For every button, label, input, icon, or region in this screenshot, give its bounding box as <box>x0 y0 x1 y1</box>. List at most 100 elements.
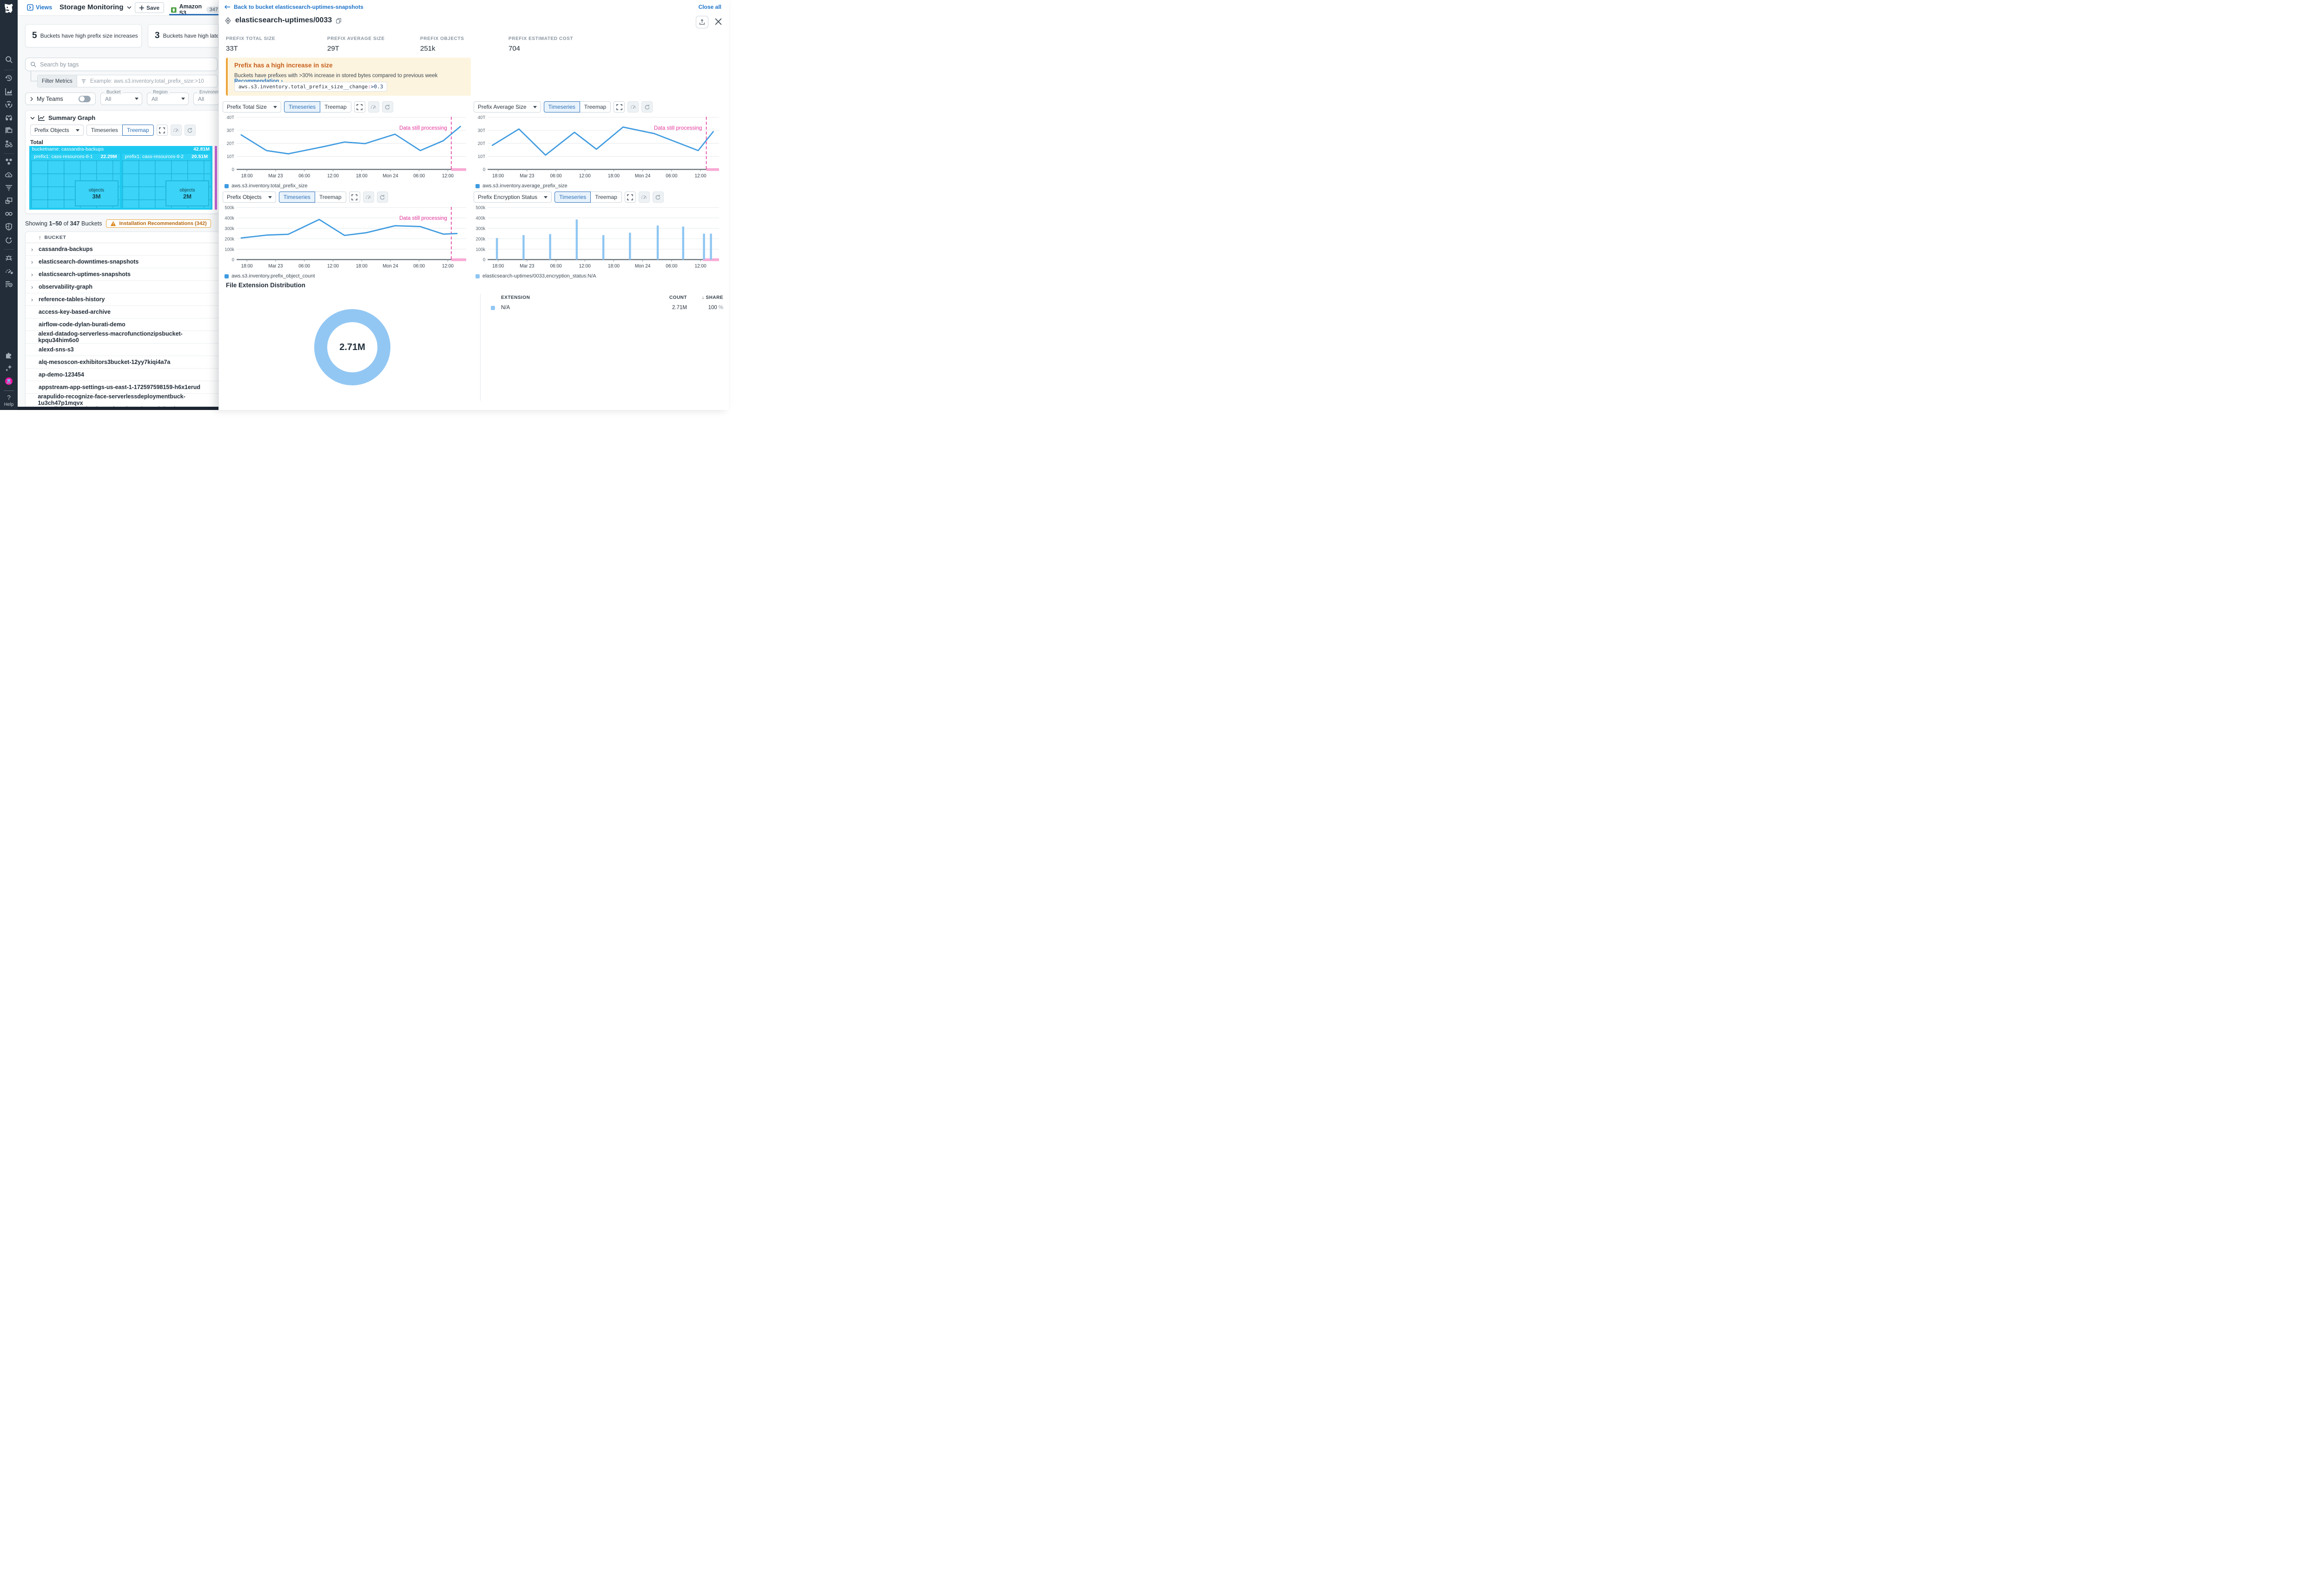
close-all-link[interactable]: Close all <box>698 4 721 10</box>
tab-timeseries[interactable]: Timeseries <box>284 101 321 112</box>
bucket-name[interactable]: elasticsearch-downtimes-snapshots <box>39 258 139 265</box>
user-avatar[interactable] <box>5 377 13 385</box>
close-icon[interactable] <box>715 18 722 26</box>
copy-icon[interactable] <box>336 18 342 24</box>
help-label[interactable]: Help <box>4 402 14 407</box>
infrastructure-hexagons-icon[interactable] <box>5 158 13 166</box>
col-share[interactable]: ↓ SHARE <box>701 295 723 300</box>
metric-selector[interactable]: Prefix Objects <box>223 192 276 203</box>
gauge-icon[interactable] <box>627 101 639 112</box>
watchdog-binoculars-icon[interactable] <box>5 113 13 122</box>
my-teams-toggle-group[interactable]: My Teams <box>25 93 96 105</box>
tab-treemap[interactable]: Treemap <box>579 101 611 112</box>
tab-timeseries[interactable]: Timeseries <box>555 192 591 203</box>
bucket-row[interactable]: › observability-graph <box>26 281 218 293</box>
tab-treemap[interactable]: Treemap <box>314 192 346 203</box>
dashboards-gauge-icon[interactable] <box>5 267 13 275</box>
back-to-bucket-link[interactable]: Back to bucket elasticsearch-uptimes-sna… <box>224 4 363 10</box>
expand-icon[interactable] <box>156 125 168 136</box>
bucket-name[interactable]: access-key-based-archive <box>39 309 111 315</box>
bucket-row[interactable]: › reference-tables-history <box>26 293 218 306</box>
view-title-dropdown[interactable]: Storage Monitoring <box>59 3 132 11</box>
history-icon[interactable] <box>5 74 13 82</box>
bug-icon[interactable] <box>5 254 13 262</box>
gauge-icon[interactable] <box>638 192 650 203</box>
gauge-icon[interactable] <box>363 192 374 203</box>
horizontal-scrollbar[interactable] <box>18 407 218 410</box>
metric-selector[interactable]: Prefix Encryption Status <box>474 192 552 203</box>
my-teams-toggle[interactable] <box>79 95 91 102</box>
treemap-prefix-1[interactable]: prefix1: cass-resources-tl-1 22.29M objec… <box>31 154 120 208</box>
bucket-name[interactable]: ap-demo-123454 <box>39 371 84 378</box>
copilot-sparkles-icon[interactable] <box>5 364 13 372</box>
summary-treemap[interactable]: bucketname: cassandra-backups 42.81M pref… <box>29 146 212 210</box>
reset-icon[interactable] <box>641 101 653 112</box>
search-icon[interactable] <box>5 55 13 64</box>
chart-plot[interactable]: 0 10T 20T 30T 40T 18:00 Mar 23 06:00 12:00 18:00 M… <box>474 114 722 182</box>
chevron-right-icon[interactable]: › <box>31 245 33 253</box>
llm-observability-icon[interactable] <box>5 236 13 244</box>
logs-funnel-icon[interactable] <box>5 184 13 192</box>
bucket-row[interactable]: alq-mesoscon-exhibitors3bucket-12yy7kiqi… <box>26 356 218 369</box>
chart-plot[interactable]: 0 100k 200k 300k 400k 500k 18:00 Mar 23 06:00 12:… <box>223 205 469 272</box>
bucket-row[interactable]: › elasticsearch-downtimes-snapshots <box>26 256 218 268</box>
expand-icon[interactable] <box>354 101 365 112</box>
tab-treemap[interactable]: Treemap <box>590 192 622 203</box>
help-icon[interactable]: ? <box>6 394 12 402</box>
chevron-right-icon[interactable]: › <box>31 258 33 265</box>
bucket-row[interactable]: arapulido-recognize-face-serverlessdeplo… <box>26 393 218 406</box>
region-filter-dropdown[interactable]: Region All <box>147 90 189 105</box>
bucket-row[interactable]: airflow-code-dylan-burati-demo <box>26 318 218 331</box>
software-catalog-icon[interactable] <box>5 197 13 205</box>
workflow-icon[interactable] <box>5 139 13 148</box>
datadog-logo-icon[interactable] <box>3 2 15 14</box>
expand-icon[interactable] <box>614 101 625 112</box>
reset-icon[interactable] <box>376 192 388 203</box>
bucket-name[interactable]: elasticsearch-uptimes-snapshots <box>39 271 131 278</box>
search-input[interactable]: Search by tags <box>25 58 218 71</box>
chart-plot[interactable]: 0 100k 200k 300k 400k 500k 18:00 Mar 23 06:00 12:… <box>474 205 722 272</box>
bucket-name[interactable]: airflow-code-dylan-burati-demo <box>39 321 125 328</box>
bucket-row[interactable]: › elasticsearch-uptimes-snapshots <box>26 268 218 281</box>
bucket-name[interactable]: alexd-datadog-serverless-macrofunctionzi… <box>38 330 183 344</box>
chevron-right-icon[interactable]: › <box>31 283 33 291</box>
installation-recommendations-badge[interactable]: Installation Recommendations (342) <box>106 219 211 228</box>
views-button[interactable]: Views <box>27 4 52 11</box>
reset-icon[interactable] <box>652 192 664 203</box>
log-search-icon[interactable] <box>5 280 13 288</box>
bucket-row[interactable]: › cassandra-backups <box>26 243 218 256</box>
cloud-cost-icon[interactable]: $ <box>5 171 13 179</box>
alert-card-prefix-size[interactable]: 5 Buckets have high prefix size increases <box>25 24 142 47</box>
bucket-name[interactable]: cassandra-backups <box>39 246 93 252</box>
bucket-row[interactable]: access-key-based-archive <box>26 306 218 318</box>
bucket-name[interactable]: observability-graph <box>39 284 92 290</box>
bucket-row[interactable]: appstream-app-settings-us-east-1-1725975… <box>26 381 218 394</box>
bucket-name[interactable]: alq-mesoscon-exhibitors3bucket-12yy7kiqi… <box>39 359 171 365</box>
summary-tab-treemap[interactable]: Treemap <box>122 125 154 136</box>
bucket-name[interactable]: arapulido-recognize-face-serverlessdeplo… <box>38 393 185 406</box>
bucket-row[interactable]: alexd-sns-s3 <box>26 344 218 356</box>
integrations-puzzle-icon[interactable] <box>5 351 13 359</box>
filter-metrics-input[interactable]: Filter Metrics Example: aws.s3.inventory… <box>37 75 218 87</box>
treemap-prefix-2[interactable]: prefix1: cass-resources-tl-2 20.51M objec… <box>122 154 211 208</box>
export-button[interactable] <box>696 16 708 28</box>
treemap-objects-cell[interactable]: objects 2M <box>165 180 209 206</box>
bucket-column-header[interactable]: ↑ BUCKET <box>26 232 218 243</box>
bucket-name[interactable]: appstream-app-settings-us-east-1-1725975… <box>39 384 201 390</box>
reset-icon[interactable] <box>184 125 196 136</box>
tab-timeseries[interactable]: Timeseries <box>543 101 580 112</box>
frames-icon[interactable] <box>5 126 13 135</box>
tab-timeseries[interactable]: Timeseries <box>278 192 315 203</box>
bucket-row[interactable]: alexd-datadog-serverless-macrofunctionzi… <box>26 330 218 344</box>
summary-metric-selector[interactable]: Prefix Objects <box>30 125 84 136</box>
bucket-name[interactable]: reference-tables-history <box>39 296 105 303</box>
metric-selector[interactable]: Prefix Total Size <box>223 101 281 112</box>
chevron-right-icon[interactable]: › <box>31 296 33 303</box>
treemap-objects-cell[interactable]: objects 3M <box>74 180 119 206</box>
bucket-row[interactable]: ap-demo-123454 <box>26 369 218 381</box>
expand-icon[interactable] <box>349 192 360 203</box>
gauge-icon[interactable] <box>368 101 379 112</box>
chevron-right-icon[interactable]: › <box>31 271 33 278</box>
chart-plot[interactable]: 0 10T 20T 30T 40T 18:00 Mar 23 06:00 12:00 18:00 M… <box>223 114 469 182</box>
expand-icon[interactable] <box>624 192 636 203</box>
